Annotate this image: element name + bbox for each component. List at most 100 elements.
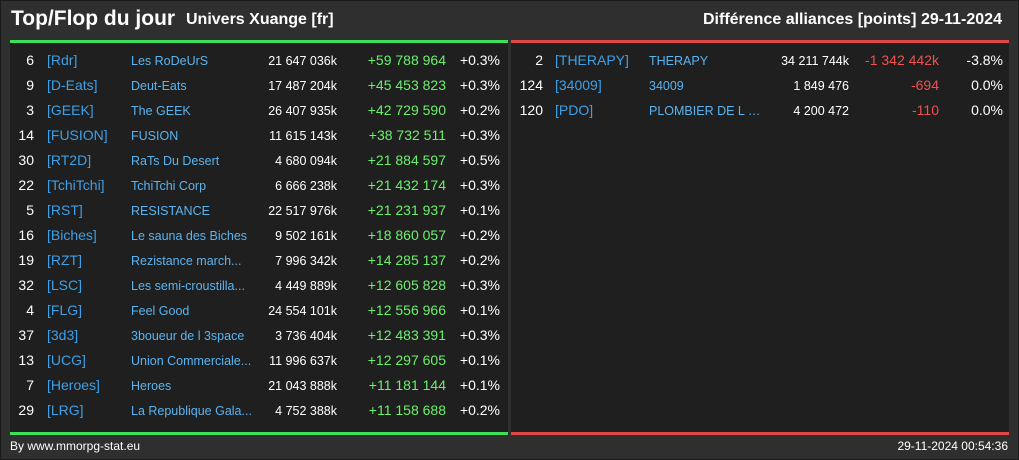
alliance-name-link[interactable]: Les RoDeUrS [131,54,209,68]
alliance-rank: 32 [18,277,34,293]
top-row: 19 [RZT] Rezistance march... 7 996 342k +14 … [10,248,508,273]
alliance-name-link[interactable]: Feel Good [131,304,190,318]
alliance-tag-link[interactable]: [LSC] [47,277,83,293]
alliance-name-link[interactable]: RESISTANCE [131,204,210,218]
alliance-points: 34 211 744k [781,54,849,68]
alliance-tag-link[interactable]: [Heroes] [47,377,100,393]
alliance-tag-link[interactable]: [3d3] [47,327,79,343]
alliance-percent: +0.2% [459,102,500,118]
alliance-rank: 30 [18,152,34,168]
universe-label: Univers Xuange [fr] [186,11,334,28]
alliance-percent: +0.3% [459,77,500,93]
alliance-name-link[interactable]: 34009 [649,79,684,93]
alliance-percent: +0.3% [459,127,500,143]
alliance-percent: +0.3% [459,327,500,343]
alliance-name-link[interactable]: Deut-Eats [131,79,187,93]
alliance-name-link[interactable]: Union Commerciale... [131,354,252,368]
top-row: 3 [GEEK] The GEEK 26 407 935k +42 729 590 +0.… [10,98,508,123]
alliance-tag-link[interactable]: [THERAPY] [555,52,629,68]
alliance-points: 21 647 036k [268,54,337,68]
alliance-diff: +14 285 137 [367,252,446,268]
flop-row: 2 [THERAPY] THERAPY 34 211 744k -1 342 442k -… [511,48,1009,73]
flop-row: 120 [PDO] PLOMBIER DE L O... 4 200 472 -110 0… [511,98,1009,123]
alliance-tag-link[interactable]: [RST] [47,202,83,218]
header: Top/Flop du jour Univers Xuange [fr] Dif… [0,0,1019,40]
alliance-name-link[interactable]: PLOMBIER DE L O... [649,104,767,118]
alliance-points: 4 680 094k [275,154,337,168]
alliance-percent: +0.1% [459,202,500,218]
alliance-points: 22 517 976k [268,204,337,218]
alliance-points: 4 200 472 [793,104,849,118]
header-date: 29-11-2024 [921,11,1002,28]
top-row: 9 [D-Eats] Deut-Eats 17 487 204k +45 453 823… [10,73,508,98]
alliance-name-link[interactable]: 3boueur de l 3space [131,329,245,343]
alliance-rank: 120 [519,102,543,118]
alliance-name-link[interactable]: The GEEK [131,104,191,118]
alliance-diff: +12 297 605 [367,352,446,368]
alliance-tag-link[interactable]: [Biches] [47,227,97,243]
alliance-tag-link[interactable]: [34009] [555,77,602,93]
alliance-tag-link[interactable]: [RZT] [47,252,82,268]
alliance-rank: 3 [26,102,34,118]
alliance-points: 3 736 404k [275,329,337,343]
alliance-rank: 29 [18,402,34,418]
alliance-percent: +0.1% [459,302,500,318]
top-row: 30 [RT2D] RaTs Du Desert 4 680 094k +21 884 … [10,148,508,173]
footer-credit-link[interactable]: By www.mmorpg-stat.eu [10,439,141,453]
alliance-tag-link[interactable]: [TchiTchi] [47,177,105,193]
alliance-tag-link[interactable]: [LRG] [47,402,84,418]
alliance-diff: -1 342 442k [865,52,939,68]
alliance-percent: +0.1% [459,377,500,393]
top-row: 29 [LRG] La Republique Gala... 4 752 388k +1… [10,398,508,423]
footer-timestamp: 29-11-2024 00:54:36 [897,439,1008,453]
top-panel: 6 [Rdr] Les RoDeUrS 21 647 036k +59 788 964 +… [10,40,508,435]
alliance-diff: +11 181 144 [368,377,446,393]
alliance-rank: 9 [26,77,34,93]
alliance-points: 11 615 143k [269,129,337,143]
alliance-percent: +0.2% [459,402,500,418]
alliance-tag-link[interactable]: [GEEK] [47,102,94,118]
top-row: 6 [Rdr] Les RoDeUrS 21 647 036k +59 788 964 +… [10,48,508,73]
alliance-name-link[interactable]: Les semi-croustilla... [131,279,245,293]
alliance-name-link[interactable]: Heroes [131,379,172,393]
alliance-points: 21 043 888k [268,379,337,393]
top-row: 5 [RST] RESISTANCE 22 517 976k +21 231 937 +0… [10,198,508,223]
alliance-percent: +0.5% [459,152,500,168]
alliance-diff: -110 [912,102,939,118]
alliance-diff: +18 860 057 [367,227,446,243]
alliance-percent: +0.2% [459,227,500,243]
top-row: 4 [FLG] Feel Good 24 554 101k +12 556 966 +0.… [10,298,508,323]
top-row: 16 [Biches] Le sauna des Biches 9 502 161k +… [10,223,508,248]
alliance-diff: +21 884 597 [367,152,446,168]
alliance-tag-link[interactable]: [D-Eats] [47,77,98,93]
alliance-rank: 4 [26,302,34,318]
alliance-rank: 37 [18,327,34,343]
alliance-tag-link[interactable]: [FLG] [47,302,83,318]
alliance-points: 17 487 204k [268,79,337,93]
alliance-name-link[interactable]: Rezistance march... [131,254,242,268]
alliance-tag-link[interactable]: [PDO] [555,102,594,118]
alliance-diff: -694 [910,77,939,93]
flop-panel: 2 [THERAPY] THERAPY 34 211 744k -1 342 442k -… [511,40,1009,435]
alliance-name-link[interactable]: La Republique Gala... [131,404,252,418]
alliance-rank: 14 [18,127,34,143]
alliance-name-link[interactable]: TchiTchi Corp [131,179,207,193]
stat-type-label: Différence alliances [points] [703,11,917,28]
alliance-tag-link[interactable]: [FUSION] [47,127,108,143]
alliance-tag-link[interactable]: [RT2D] [47,152,92,168]
alliance-diff: +12 605 828 [367,277,446,293]
alliance-tag-link[interactable]: [Rdr] [47,52,78,68]
alliance-diff: +42 729 590 [367,102,446,118]
flop-row: 124 [34009] 34009 1 849 476 -694 0.0% [511,73,1009,98]
alliance-diff: +21 231 937 [367,202,446,218]
top-row: 32 [LSC] Les semi-croustilla... 4 449 889k +… [10,273,508,298]
alliance-name-link[interactable]: FUSION [131,129,179,143]
alliance-name-link[interactable]: THERAPY [649,54,709,68]
alliance-tag-link[interactable]: [UCG] [47,352,86,368]
top-row: 7 [Heroes] Heroes 21 043 888k +11 181 144 +0.… [10,373,508,398]
alliance-name-link[interactable]: Le sauna des Biches [131,229,248,243]
alliance-rank: 22 [18,177,34,193]
alliance-rank: 5 [26,202,34,218]
alliance-name-link[interactable]: RaTs Du Desert [131,154,220,168]
top-row: 13 [UCG] Union Commerciale... 11 996 637k +1… [10,348,508,373]
